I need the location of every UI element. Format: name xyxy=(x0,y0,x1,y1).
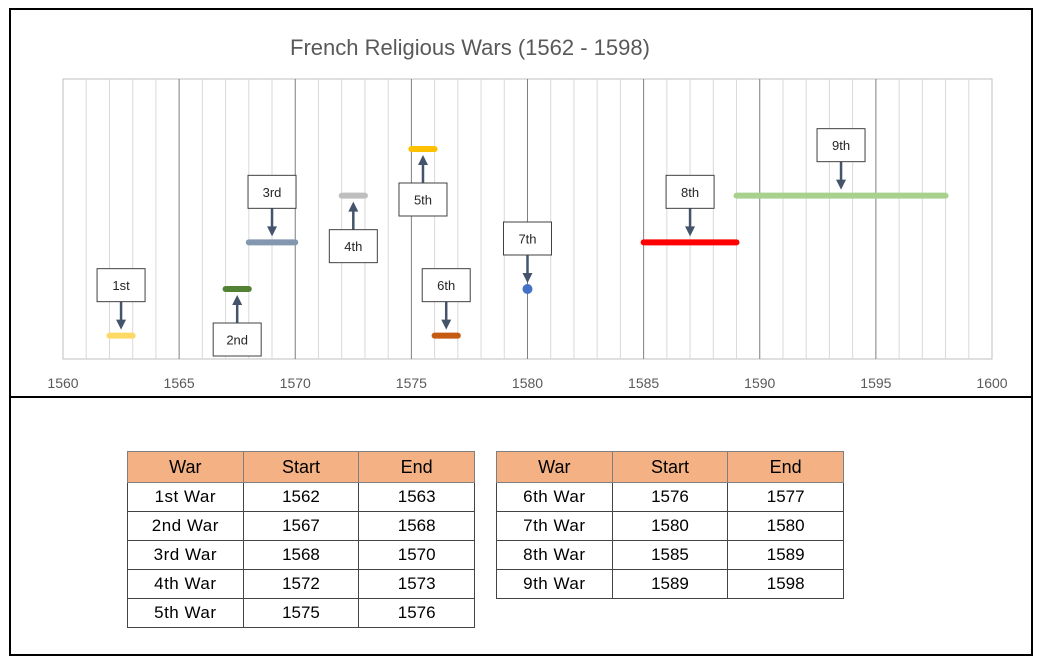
callout-label: 2nd xyxy=(226,333,248,348)
start-cell: 1575 xyxy=(242,598,360,628)
chart-title: French Religious Wars (1562 - 1598) xyxy=(290,35,650,60)
header-war: War xyxy=(127,451,244,483)
callout-arrow-head xyxy=(348,201,359,212)
callout-box xyxy=(421,268,471,303)
war-cell: 8th War xyxy=(496,540,613,570)
header-war: War xyxy=(496,451,613,483)
war-cell: 7th War xyxy=(496,511,613,541)
start-cell: 1562 xyxy=(242,482,360,512)
header-end: End xyxy=(358,451,475,483)
table-row: 9th War 1589 1598 xyxy=(496,569,844,599)
war-cell: 3rd War xyxy=(127,540,244,570)
callout-label: 7th xyxy=(518,232,536,247)
war-cell: 1st War xyxy=(127,482,244,512)
end-cell: 1573 xyxy=(358,569,475,599)
callout-box xyxy=(328,229,378,264)
callout-label: 4th xyxy=(344,239,362,254)
table-header-row: War Start End xyxy=(127,451,475,483)
x-tick-label: 1595 xyxy=(860,375,891,391)
callout-arrow-head xyxy=(417,155,428,165)
war-bars xyxy=(106,146,949,339)
callout-arrow-head xyxy=(116,319,127,330)
wars-table-right: War Start End 6th War 1576 1577 7th War 158… xyxy=(496,451,844,599)
x-axis-ticks: 1560 1565 1570 1575 1580 1585 1590 1595 1600 xyxy=(47,375,1007,391)
x-tick-label: 1580 xyxy=(512,375,543,391)
callout-arrow-head xyxy=(267,226,278,237)
callout-label: 6th xyxy=(437,278,455,293)
callout-box xyxy=(816,128,866,163)
table-row: 2nd War 1567 1568 xyxy=(127,511,475,541)
callout-box xyxy=(212,322,262,357)
callout-arrow-head xyxy=(522,273,533,283)
x-tick-label: 1560 xyxy=(47,375,78,391)
table-row: 3rd War 1568 1570 xyxy=(127,540,475,570)
start-cell: 1585 xyxy=(611,540,729,570)
end-cell: 1580 xyxy=(727,511,844,541)
end-cell: 1577 xyxy=(727,482,844,512)
callout-5th: 5th xyxy=(398,155,448,217)
x-tick-label: 1600 xyxy=(976,375,1007,391)
end-cell: 1589 xyxy=(727,540,844,570)
header-end: End xyxy=(727,451,844,483)
callout-box xyxy=(665,174,715,209)
war-cell: 9th War xyxy=(496,569,613,599)
x-tick-label: 1570 xyxy=(280,375,311,391)
callout-2nd: 2nd xyxy=(212,295,262,357)
callout-arrow-head xyxy=(441,319,452,330)
table-row: 4th War 1572 1573 xyxy=(127,569,475,599)
x-tick-label: 1565 xyxy=(164,375,195,391)
start-cell: 1567 xyxy=(242,511,360,541)
start-cell: 1580 xyxy=(611,511,729,541)
start-cell: 1572 xyxy=(242,569,360,599)
callout-arrow-head xyxy=(685,226,696,237)
war-cell: 4th War xyxy=(127,569,244,599)
header-start: Start xyxy=(242,451,360,483)
callout-6th: 6th xyxy=(421,268,471,330)
section-divider xyxy=(9,396,1033,398)
header-start: Start xyxy=(611,451,729,483)
x-tick-label: 1575 xyxy=(396,375,427,391)
callout-8th: 8th xyxy=(665,174,715,237)
callout-1st: 1st xyxy=(96,268,146,330)
start-cell: 1589 xyxy=(611,569,729,599)
callout-label: 5th xyxy=(414,193,432,208)
table-header-row: War Start End xyxy=(496,451,844,483)
x-tick-label: 1590 xyxy=(744,375,775,391)
callout-box xyxy=(96,268,146,303)
callout-9th: 9th xyxy=(816,128,866,190)
war-cell: 2nd War xyxy=(127,511,244,541)
chart-grid xyxy=(62,78,993,360)
end-cell: 1570 xyxy=(358,540,475,570)
table-row: 1st War 1562 1563 xyxy=(127,482,475,512)
callout-label: 1st xyxy=(112,278,130,293)
callout-arrow-head xyxy=(232,295,243,305)
callout-box xyxy=(247,174,297,209)
start-cell: 1568 xyxy=(242,540,360,570)
war-cell: 6th War xyxy=(496,482,613,512)
table-row: 8th War 1585 1589 xyxy=(496,540,844,570)
callout-arrow-head xyxy=(836,179,847,190)
callout-label: 9th xyxy=(832,138,850,153)
start-cell: 1576 xyxy=(611,482,729,512)
table-row: 6th War 1576 1577 xyxy=(496,482,844,512)
wars-table-left: War Start End 1st War 1562 1563 2nd War 156… xyxy=(127,451,475,628)
callout-label: 8th xyxy=(681,185,699,200)
end-cell: 1598 xyxy=(727,569,844,599)
table-row: 5th War 1575 1576 xyxy=(127,598,475,628)
callout-label: 3rd xyxy=(263,185,282,200)
table-row: 7th War 1580 1580 xyxy=(496,511,844,541)
callout-box xyxy=(503,221,552,256)
x-tick-label: 1585 xyxy=(628,375,659,391)
war-point xyxy=(522,284,533,294)
callout-7th: 7th xyxy=(503,221,552,283)
war-callouts: 1st 2nd 3rd 4th 5th 6th 7th 8th 9th xyxy=(96,128,866,357)
end-cell: 1568 xyxy=(358,511,475,541)
callout-4th: 4th xyxy=(328,201,378,264)
timeline-chart: French Religious Wars (1562 - 1598) 1560… xyxy=(47,35,1007,391)
callout-3rd: 3rd xyxy=(247,174,297,237)
war-cell: 5th War xyxy=(127,598,244,628)
end-cell: 1563 xyxy=(358,482,475,512)
end-cell: 1576 xyxy=(358,598,475,628)
callout-box xyxy=(398,182,448,217)
